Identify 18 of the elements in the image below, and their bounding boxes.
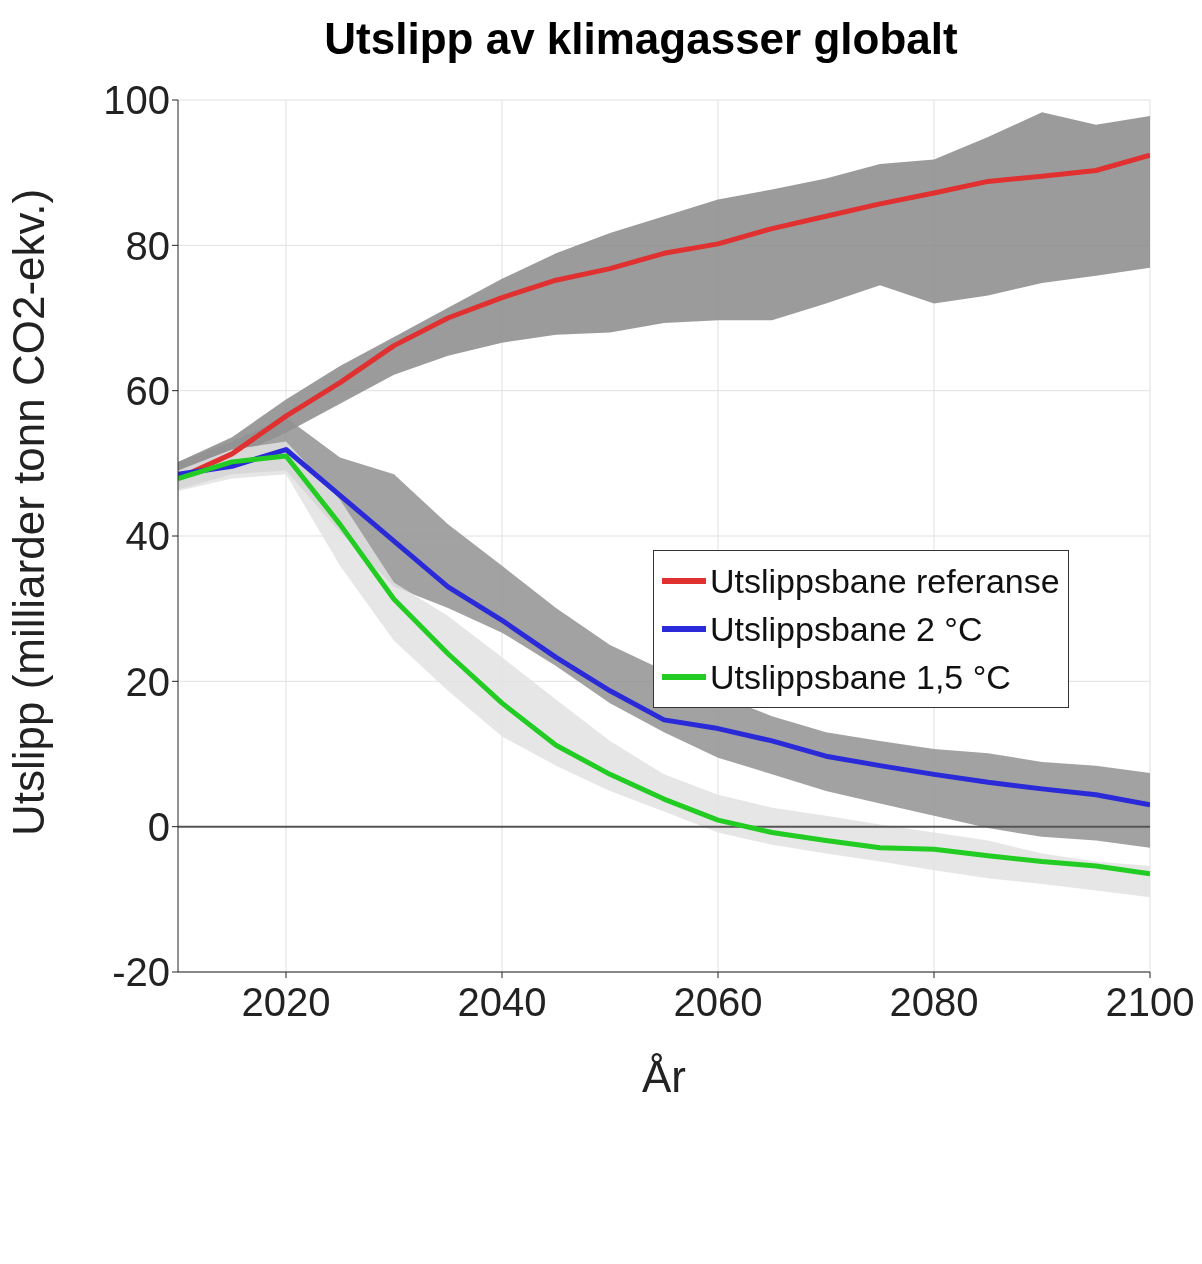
chart-title: Utslipp av klimagasser globalt <box>323 13 959 65</box>
y-tick-label: 60 <box>125 368 170 413</box>
x-tick-label: 2040 <box>457 980 547 1025</box>
legend-label: Utslippsbane 1,5 °C <box>710 657 1011 698</box>
y-tick-label: 80 <box>125 223 170 268</box>
x-tick-label: 2100 <box>1105 980 1195 1025</box>
y-tick-label: 0 <box>147 804 170 849</box>
y-tick-label: 20 <box>125 659 170 704</box>
y-tick-label: 100 <box>103 78 170 123</box>
x-axis-title: År <box>642 1052 686 1101</box>
legend-label: Utslippsbane referanse <box>710 561 1060 602</box>
legend-label: Utslippsbane 2 °C <box>710 609 983 650</box>
x-tick-label: 2060 <box>673 980 763 1025</box>
y-tick-label: 40 <box>125 514 170 559</box>
y-axis-title: Utslipp (milliarder tonn CO2-ekv.) <box>3 188 53 836</box>
x-tick-label: 2020 <box>241 980 331 1025</box>
x-tick-label: 2080 <box>889 980 979 1025</box>
y-tick-label: -20 <box>112 950 170 995</box>
